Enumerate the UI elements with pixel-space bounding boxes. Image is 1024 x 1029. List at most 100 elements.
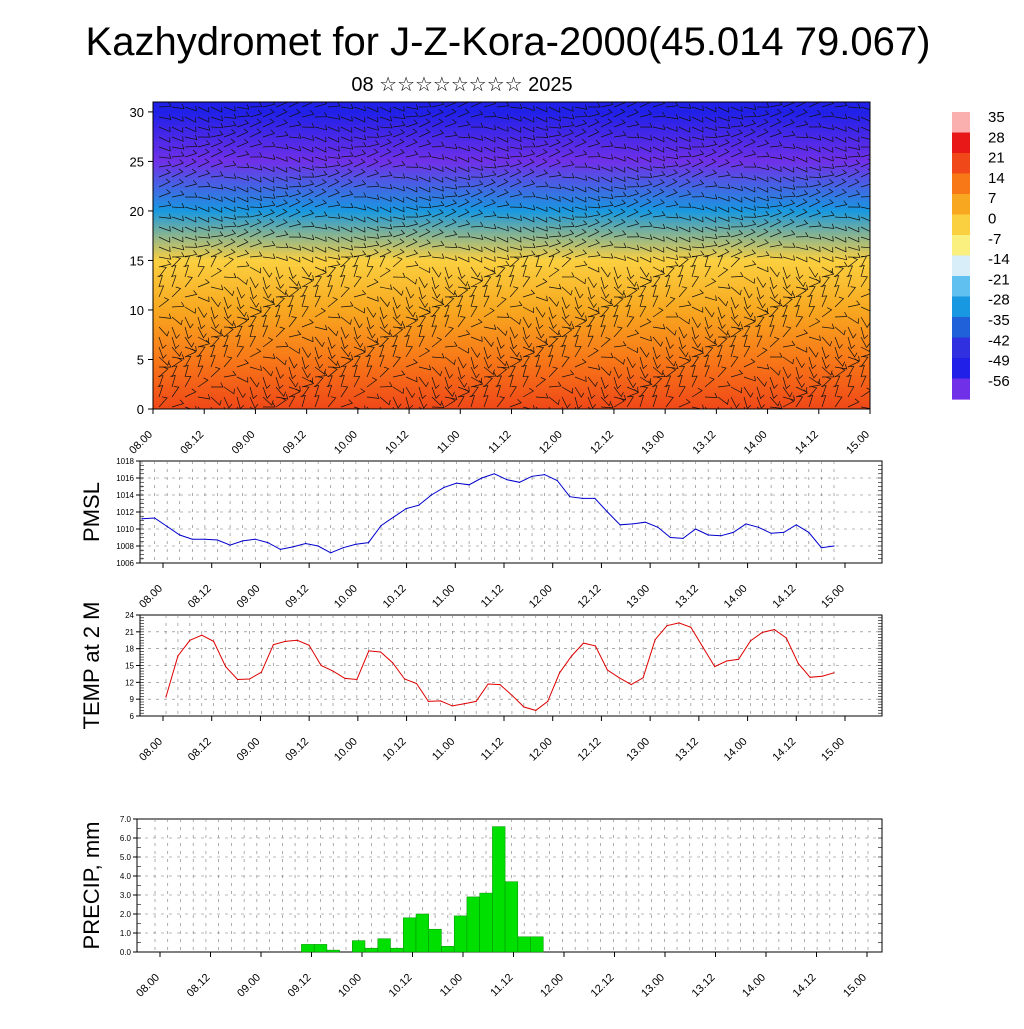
data-point xyxy=(468,484,470,486)
x-tick-label: 10.00 xyxy=(336,972,364,1000)
wind-barb xyxy=(522,142,536,148)
wind-barb xyxy=(326,275,333,288)
x-tick-label: 14.00 xyxy=(722,736,750,764)
wind-barb xyxy=(210,316,220,329)
data-point xyxy=(254,538,256,540)
wind-barb xyxy=(249,306,262,313)
wind-barb xyxy=(184,348,197,358)
wind-barb xyxy=(860,326,869,340)
wind-barb xyxy=(444,276,453,289)
wind-barb xyxy=(418,276,428,289)
data-point xyxy=(582,642,585,644)
wind-barb xyxy=(795,145,808,152)
wind-barb xyxy=(431,166,444,173)
wind-barb xyxy=(327,136,340,143)
wind-barb xyxy=(717,306,726,320)
wind-barb xyxy=(405,212,419,218)
wind-barb xyxy=(613,386,624,398)
wind-barb xyxy=(236,186,249,193)
wind-barb xyxy=(301,386,310,398)
wind-barb xyxy=(678,386,686,398)
wind-barb xyxy=(664,385,670,398)
wind-barb xyxy=(379,336,389,348)
wind-barb xyxy=(509,159,523,168)
wind-barb xyxy=(379,115,392,122)
wind-barb xyxy=(704,249,717,258)
wind-barb xyxy=(756,151,770,158)
wind-barb xyxy=(574,276,586,285)
wind-barb xyxy=(613,143,627,149)
wind-barb xyxy=(379,316,388,329)
wind-barb xyxy=(353,235,366,242)
wind-barb xyxy=(509,326,519,339)
x-tick-label: 11.12 xyxy=(479,736,506,763)
wind-barb xyxy=(262,154,276,160)
wind-barb xyxy=(158,213,172,219)
wind-barb xyxy=(535,132,549,138)
wind-barb xyxy=(496,266,506,278)
y-tick-label: 18 xyxy=(125,645,134,654)
data-point xyxy=(455,482,458,484)
wind-barb xyxy=(574,119,588,128)
wind-barb xyxy=(340,316,352,326)
wind-barb xyxy=(158,114,172,120)
wind-barb xyxy=(457,376,468,388)
wind-barb xyxy=(470,135,484,141)
wind-barb xyxy=(833,275,840,288)
wind-barb xyxy=(496,161,510,168)
wind-barb xyxy=(522,134,536,141)
wind-barb xyxy=(691,142,705,148)
wind-barb xyxy=(483,136,496,143)
wind-barb xyxy=(847,215,861,221)
colorbar-swatch xyxy=(952,378,970,400)
wind-barb xyxy=(249,202,263,208)
wind-barb xyxy=(223,214,237,220)
wind-barb xyxy=(561,121,575,128)
wind-barb xyxy=(808,165,821,172)
wind-barb xyxy=(366,326,376,339)
wind-barb xyxy=(483,124,497,131)
wind-barb xyxy=(535,148,548,158)
data-point xyxy=(594,497,596,499)
wind-barb xyxy=(782,366,792,379)
wind-barb xyxy=(860,216,870,222)
wind-barb xyxy=(418,102,432,108)
x-tick-label: 15.00 xyxy=(819,736,847,764)
y-tick-label: 12 xyxy=(125,678,134,687)
wind-barb xyxy=(847,252,861,258)
wind-barb xyxy=(470,380,484,388)
wind-barb xyxy=(821,376,832,388)
wind-barb xyxy=(639,346,650,358)
wind-barb xyxy=(509,202,523,208)
x-tick-label: 11.12 xyxy=(486,429,513,456)
wind-barb xyxy=(587,128,600,138)
data-point xyxy=(225,666,227,668)
wind-barb xyxy=(730,296,739,309)
wind-barb xyxy=(444,386,455,398)
data-point xyxy=(833,672,835,674)
wind-barb xyxy=(495,275,502,288)
wind-barb xyxy=(340,365,347,378)
x-tick-label: 14.00 xyxy=(722,583,750,611)
wind-barb xyxy=(561,396,571,409)
x-tick-label: 10.12 xyxy=(381,736,409,764)
data-point xyxy=(216,539,219,541)
x-tick-label: 09.12 xyxy=(281,429,309,457)
wind-barb xyxy=(184,336,195,348)
y-tick-label: 9 xyxy=(130,695,135,704)
wind-barb xyxy=(339,375,345,388)
wind-barb xyxy=(275,356,287,366)
wind-barb xyxy=(860,150,870,158)
colorbar-label: 21 xyxy=(988,150,1005,167)
wind-barb xyxy=(561,238,574,248)
wind-barb xyxy=(314,395,320,408)
wind-barb xyxy=(561,386,574,394)
data-point xyxy=(367,542,370,544)
data-point xyxy=(785,637,787,639)
wind-barb xyxy=(847,136,860,143)
wind-barb xyxy=(522,192,536,198)
wind-barb xyxy=(743,186,756,193)
wind-barb xyxy=(769,102,783,108)
y-axis-title: PRECIP, mm xyxy=(79,822,104,950)
wind-barb xyxy=(600,108,613,118)
